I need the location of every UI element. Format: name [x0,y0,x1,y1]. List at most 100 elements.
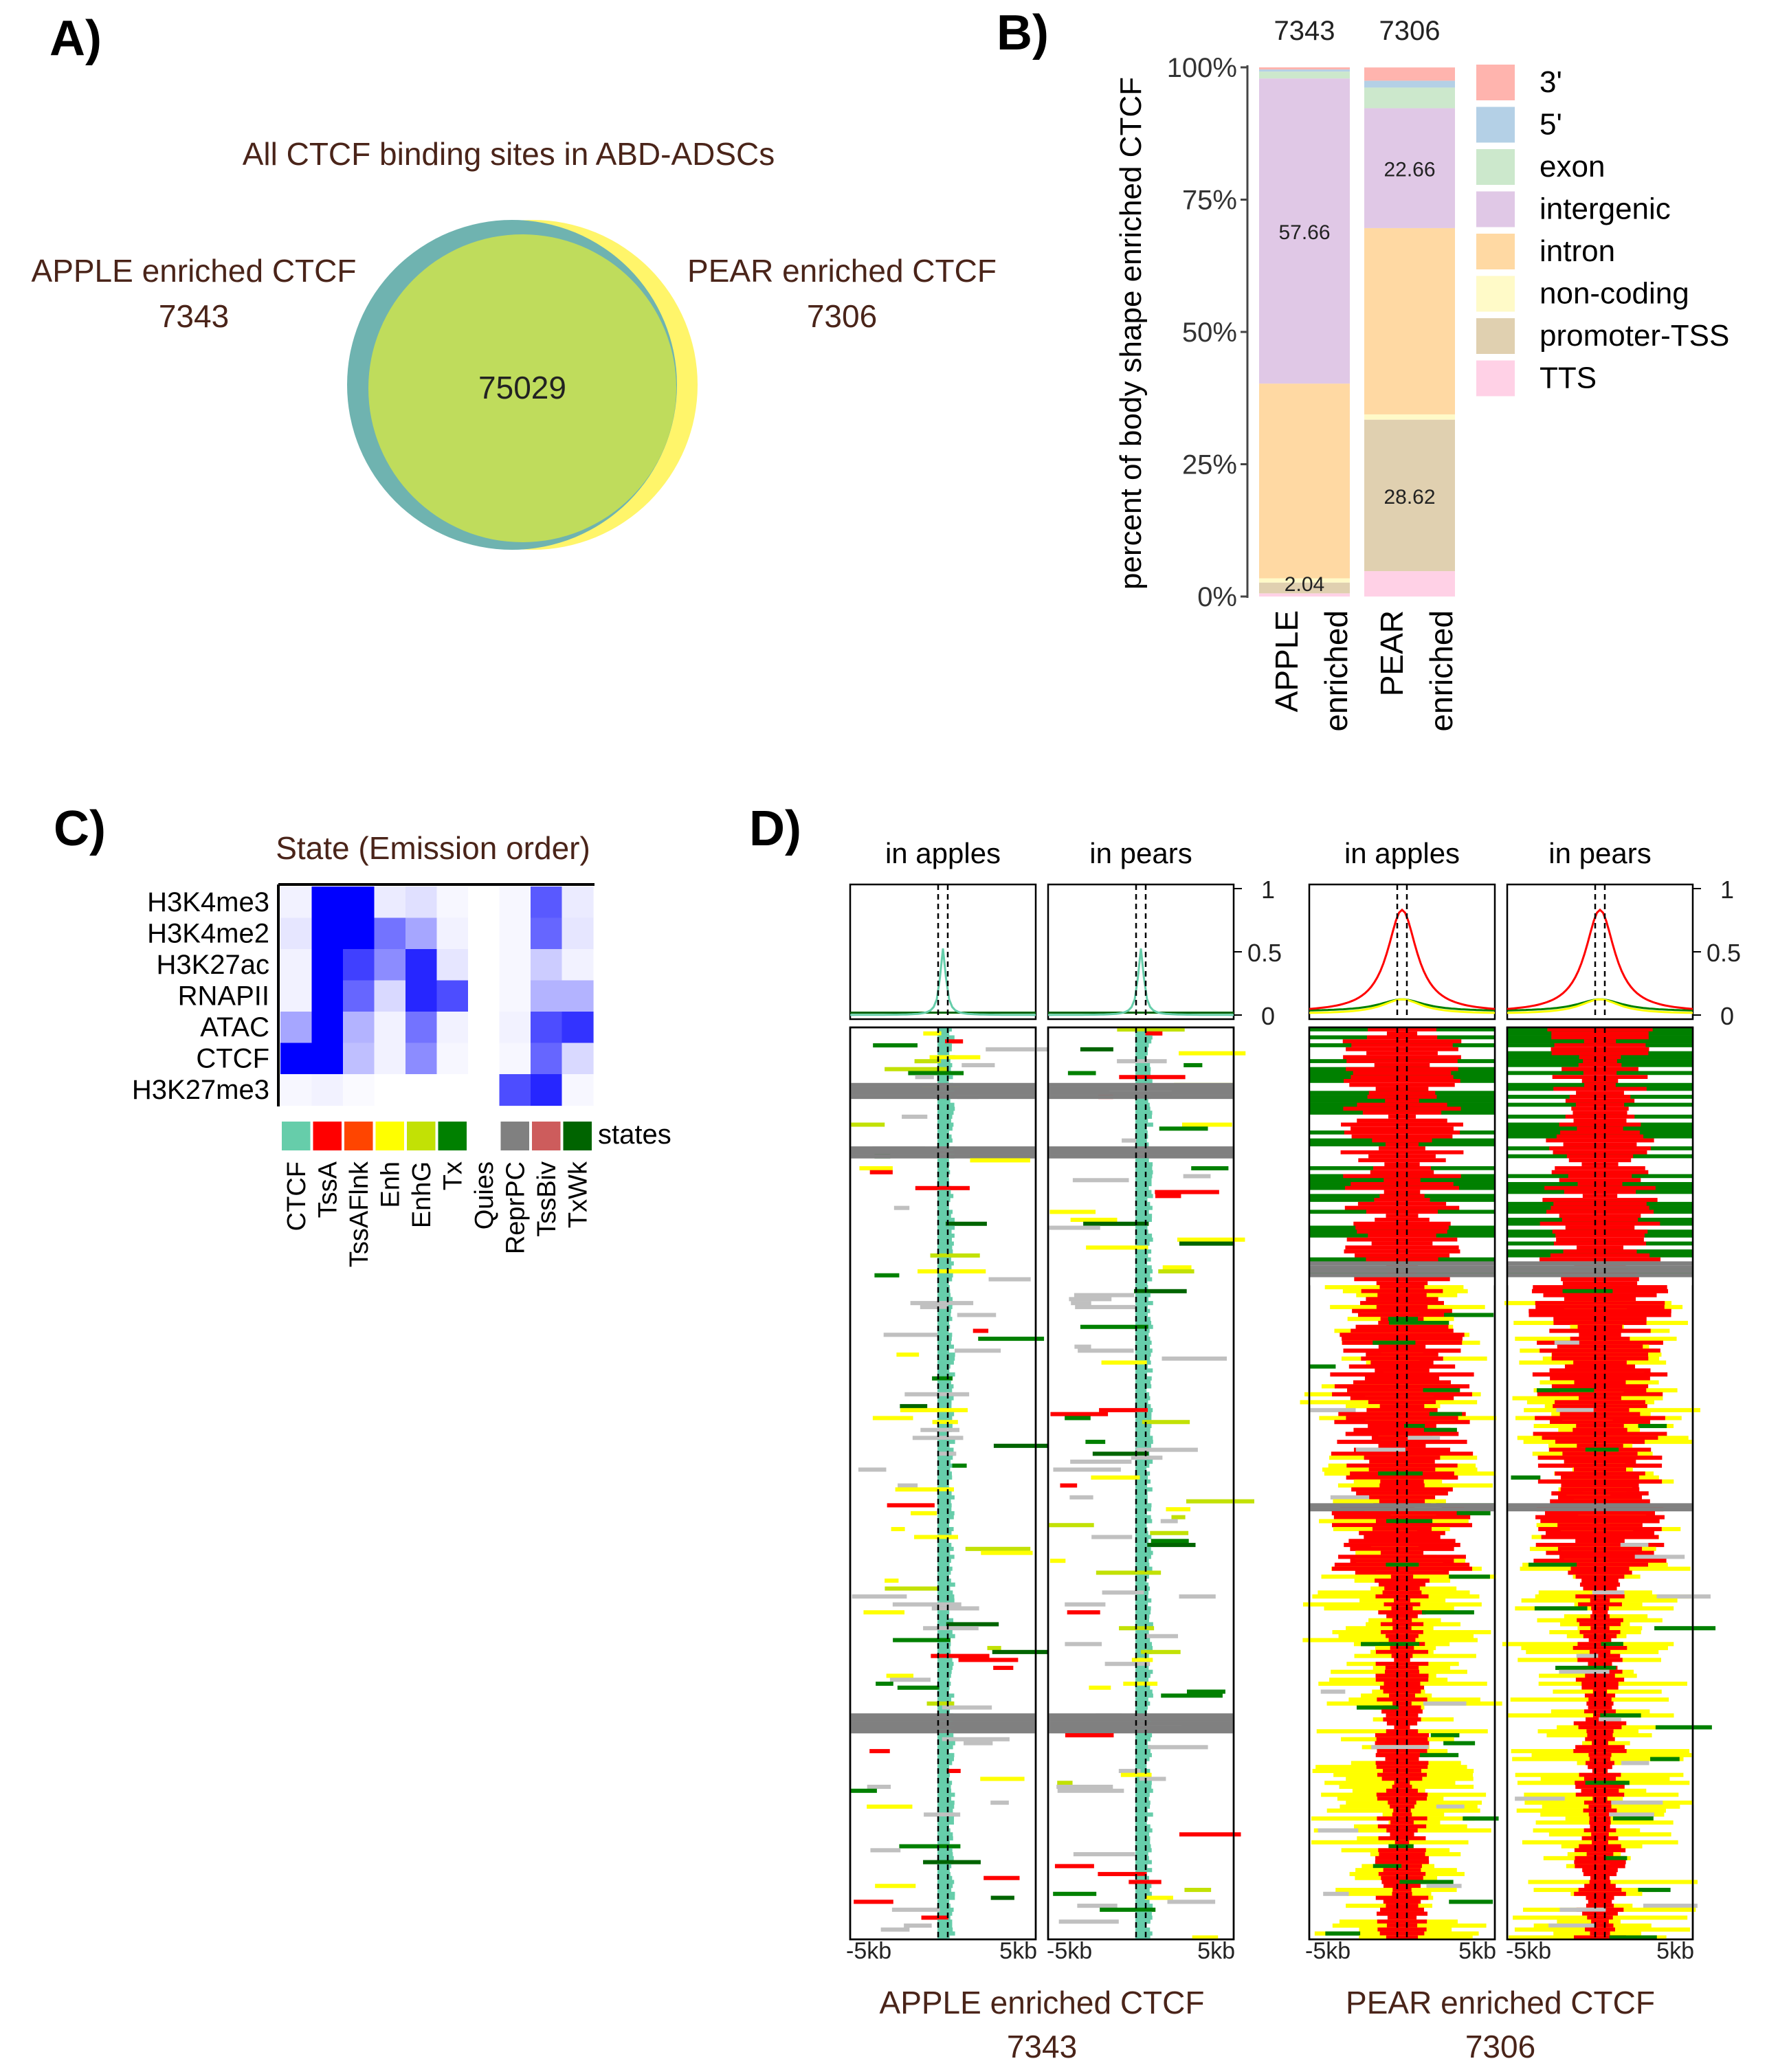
heatmap-row-segment [1135,1566,1153,1571]
heatmap-row-segment [937,1848,953,1853]
heatmap-row-segment [872,1416,913,1421]
heatmap-row-segment [1355,1225,1449,1230]
heatmap-row-segment [1135,1634,1147,1638]
heatmap-row-segment [937,1337,952,1341]
heatmap-cell [311,1043,344,1075]
heatmap-row-segment [1351,1182,1454,1187]
heatmap-row-segment [1375,1856,1429,1860]
heatmap-row-segment [1135,1463,1150,1468]
heatmap-col-label: TxWk [564,1161,592,1228]
heatmap-col-label: TssAFlnk [345,1161,374,1267]
heatmap-row-segment [937,1384,954,1389]
heatmap-row-segment [937,1757,955,1761]
heatmap-row-segment [937,1027,952,1032]
heatmap-row-segment [1592,1741,1608,1746]
heatmap-row-segment [1564,1459,1636,1464]
heatmap-row-segment [1135,1396,1151,1401]
heatmap-row-segment [937,1526,954,1532]
heatmap-row-segment [1353,1427,1451,1432]
heatmap-row-segment [937,1709,950,1714]
heatmap-cell [374,1074,406,1106]
heatmap-row-segment [1436,1804,1465,1809]
legend-swatch [1476,276,1515,312]
heatmap-row-segment [937,1820,954,1825]
heatmap-row-segment [981,1550,1033,1555]
heatmap-row-segment [1345,1245,1459,1250]
heatmap-row-segment [1383,1602,1421,1607]
heatmap-row-segment [1344,1543,1460,1548]
heatmap-row-segment [1343,1106,1461,1111]
heatmap-row-segment [937,1550,951,1555]
heatmap-row-segment [1515,1796,1565,1801]
heatmap-row-segment [1388,1320,1449,1326]
heatmap-row-segment [1364,1456,1441,1460]
heatmap-row-segment [937,1868,950,1873]
heatmap-row-segment [1377,1911,1427,1916]
heatmap-row-segment [1135,1475,1148,1480]
heatmap-cell [499,1043,531,1075]
heatmap-row-segment [1574,1380,1626,1385]
heatmap-row-segment [1570,1566,1630,1571]
heatmap-row-segment [852,1594,907,1599]
heatmap-row-segment [1386,1828,1418,1833]
heatmap-row-segment [1557,1344,1643,1349]
heatmap-row-segment [937,1126,953,1131]
heatmap-row-segment [1429,1412,1463,1416]
heatmap-row-segment [1375,1578,1430,1583]
heatmap-row-segment [937,1471,952,1476]
heatmap-row-segment [1555,1234,1645,1238]
heatmap-row-segment [1546,1210,1654,1214]
heatmap-row-segment [867,1804,913,1809]
heatmap-row-segment [1579,1396,1621,1401]
heatmap-row-segment [987,1646,1001,1651]
heatmap-cell [311,887,344,919]
heatmap-row-segment [1135,1523,1147,1528]
heatmap-row-segment [1344,1205,1460,1210]
heatmap-row-segment [1587,1733,1613,1738]
heatmap-row-segment [1654,1626,1716,1631]
heatmap-row-segment [1135,1198,1148,1203]
heatmap-row-segment [1318,1828,1359,1833]
heatmap-row-segment [1183,1062,1203,1067]
heatmap-row-segment [1358,1158,1446,1163]
heatmap-row-segment [1135,1582,1149,1587]
heatmap-row-segment [1587,1915,1613,1920]
heatmap-row-segment [1555,1166,1645,1171]
heatmap-row-segment [1575,1102,1625,1107]
heatmap-row-segment [1557,1919,1621,1924]
heatmap-row-segment [1135,1114,1153,1119]
heatmap-row-segment [937,1911,953,1916]
heatmap-row-segment [1135,1337,1151,1341]
profile-tick-label: 0.5 [1247,939,1282,967]
heatmap-row-segment [1135,1261,1148,1266]
profile-tick-label: 0 [1720,1002,1734,1030]
heatmap-row-segment [937,1372,955,1377]
heatmap-col-label: EnhG [408,1161,436,1228]
heatmap-row-segment [993,1443,1054,1448]
heatmap-row-segment [1135,1214,1153,1218]
heatmap-row-segment [1507,1507,1693,1512]
heatmap-row-segment [1638,1423,1667,1429]
heatmap-row-segment [1356,1491,1448,1496]
heatmap-row-segment [937,1840,950,1845]
heatmap-row-segment [1181,1122,1232,1127]
heatmap-row-segment [1377,1796,1427,1801]
heatmap-row-segment [1135,1745,1151,1750]
heatmap-row-segment [1421,1610,1474,1615]
heatmap-row-segment [930,1253,980,1258]
heatmap-row-segment [937,1475,953,1480]
heatmap-row-segment [937,1788,951,1793]
heatmap-row-segment [937,1574,949,1579]
heatmap-row-segment [1065,1602,1106,1607]
heatmap-row-segment [1135,1102,1150,1107]
profile-tick-label: 1 [1261,876,1275,904]
bar-segment [1259,71,1350,79]
heatmap-row-segment [1551,1031,1649,1036]
heatmap-cell [468,1012,500,1044]
heatmap-cell [531,887,563,919]
heatmap-cell [405,949,438,981]
heatmap-row-segment [1556,1237,1644,1242]
heatmap-row-segment [920,1304,948,1309]
heatmap-row-segment [937,1098,951,1103]
heatmap-cell [280,949,313,981]
